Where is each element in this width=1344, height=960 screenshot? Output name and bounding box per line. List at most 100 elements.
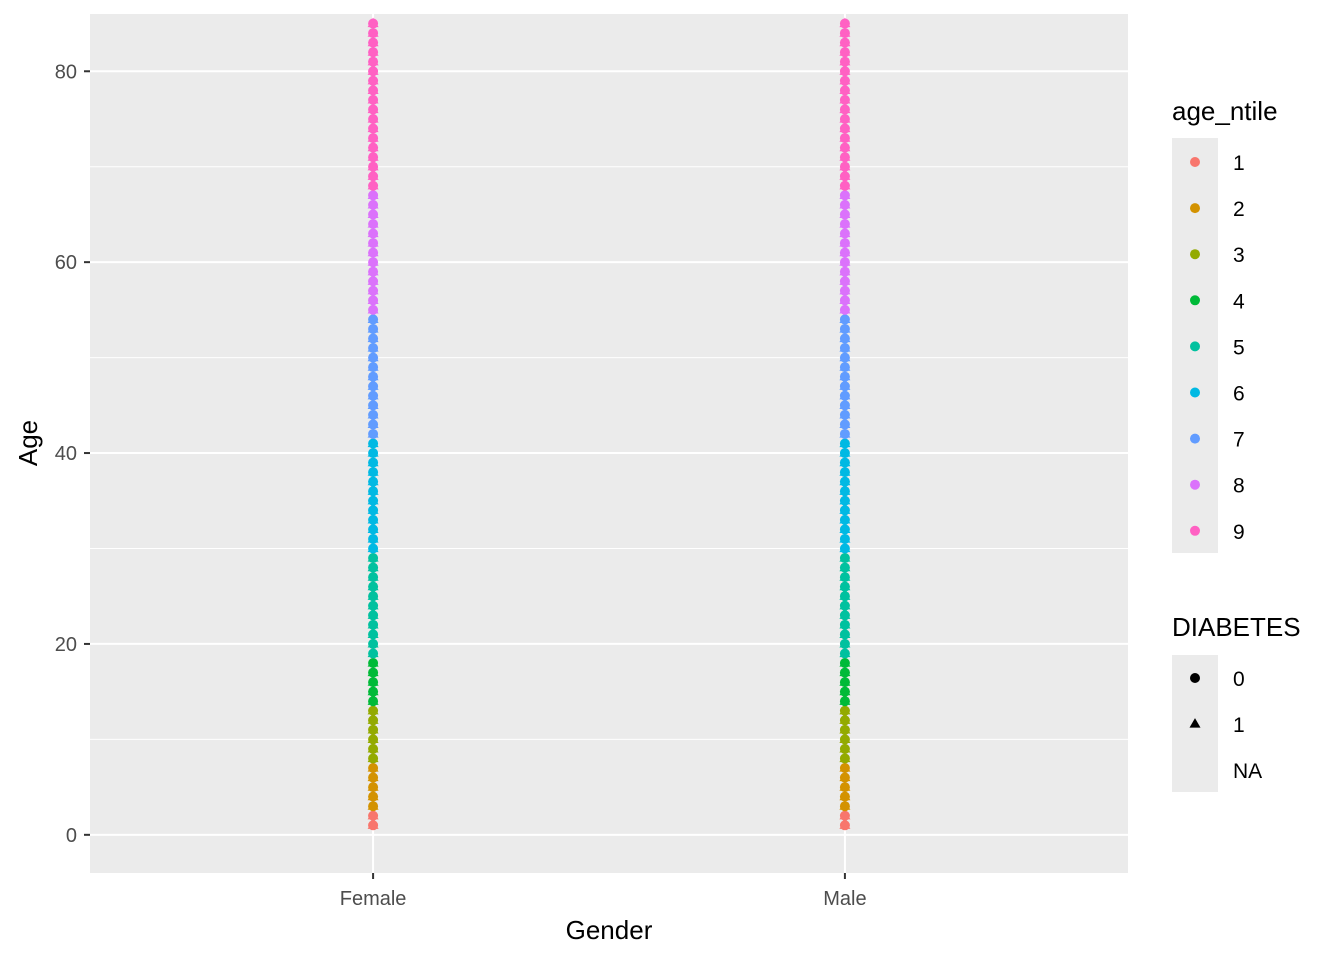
point-diabetes-1	[839, 55, 851, 66]
y-tick-label: 0	[66, 825, 77, 847]
point-diabetes-1	[367, 504, 379, 514]
point-diabetes-1	[839, 160, 851, 171]
point-diabetes-1	[839, 666, 851, 677]
y-tick-label: 20	[55, 634, 77, 656]
point-diabetes-1	[367, 599, 379, 610]
point-diabetes-1	[367, 647, 379, 658]
legend-key-color	[1190, 203, 1200, 214]
point-diabetes-1	[367, 714, 379, 724]
point-diabetes-1	[367, 55, 379, 66]
point-diabetes-1	[839, 781, 851, 791]
point-diabetes-1	[839, 571, 851, 581]
point-diabetes-1	[367, 695, 379, 705]
point-diabetes-1	[367, 198, 379, 209]
point-diabetes-1	[367, 389, 379, 400]
point-diabetes-1	[839, 428, 851, 438]
point-diabetes-1	[367, 819, 379, 829]
y-tick-label: 60	[55, 252, 77, 274]
point-diabetes-1	[839, 752, 851, 763]
point-diabetes-1	[839, 198, 851, 209]
point-diabetes-1	[367, 800, 379, 810]
legend-label: 5	[1233, 336, 1245, 359]
legend-label: NA	[1233, 760, 1262, 783]
point-diabetes-1	[367, 103, 379, 114]
point-diabetes-1	[367, 323, 379, 333]
point-diabetes-1	[839, 208, 851, 219]
point-diabetes-1	[839, 733, 851, 743]
point-diabetes-1	[839, 685, 851, 696]
point-diabetes-1	[367, 170, 379, 180]
point-diabetes-1	[367, 704, 379, 715]
point-diabetes-1	[839, 17, 851, 28]
y-tick-label: 80	[55, 61, 77, 83]
point-diabetes-1	[367, 790, 379, 801]
point-diabetes-1	[839, 303, 851, 314]
point-diabetes-1	[367, 523, 379, 534]
point-diabetes-1	[367, 437, 379, 448]
point-diabetes-1	[367, 237, 379, 247]
legend-label: 6	[1233, 383, 1245, 406]
point-diabetes-1	[367, 762, 379, 772]
point-diabetes-1	[367, 284, 379, 295]
point-diabetes-1	[839, 704, 851, 715]
legend-label: 1	[1233, 152, 1245, 175]
point-diabetes-1	[367, 723, 379, 734]
point-diabetes-1	[367, 303, 379, 314]
point-diabetes-1	[367, 561, 379, 572]
point-diabetes-1	[839, 723, 851, 734]
point-diabetes-1	[839, 113, 851, 123]
point-diabetes-1	[839, 65, 851, 75]
legend-key-color	[1190, 479, 1200, 490]
point-diabetes-1	[367, 456, 379, 467]
point-diabetes-1	[839, 494, 851, 505]
point-diabetes-1	[839, 714, 851, 724]
point-diabetes-1	[839, 609, 851, 619]
point-diabetes-1	[839, 189, 851, 199]
point-diabetes-1	[367, 141, 379, 152]
point-diabetes-1	[839, 265, 851, 276]
point-diabetes-1	[367, 428, 379, 438]
point-diabetes-1	[367, 657, 379, 667]
point-diabetes-1	[839, 246, 851, 257]
legend-key-color	[1190, 341, 1200, 352]
point-diabetes-1	[839, 618, 851, 629]
point-diabetes-1	[367, 533, 379, 543]
point-diabetes-1	[367, 609, 379, 619]
point-diabetes-1	[367, 65, 379, 75]
point-diabetes-1	[839, 237, 851, 247]
point-diabetes-1	[839, 275, 851, 285]
point-diabetes-1	[839, 342, 851, 352]
point-diabetes-1	[367, 370, 379, 381]
point-diabetes-1	[367, 676, 379, 686]
point-diabetes-1	[839, 46, 851, 56]
point-diabetes-1	[367, 189, 379, 199]
legend-key-shape	[1189, 718, 1201, 728]
point-diabetes-1	[367, 666, 379, 677]
point-diabetes-1	[839, 475, 851, 486]
point-diabetes-1	[839, 561, 851, 572]
legend: age_ntile 1 2 3 4 5 6 7 8 9 DIABETES 0 1 NA	[1172, 96, 1301, 792]
point-diabetes-1	[839, 590, 851, 600]
point-diabetes-1	[367, 36, 379, 47]
x-tick-label: Male	[823, 888, 866, 910]
legend-label: 7	[1233, 429, 1245, 452]
point-diabetes-1	[839, 819, 851, 829]
point-diabetes-1	[367, 380, 379, 390]
point-diabetes-1	[839, 294, 851, 304]
point-diabetes-1	[839, 122, 851, 133]
point-diabetes-1	[367, 332, 379, 343]
plot-panel	[90, 14, 1128, 873]
point-diabetes-1	[839, 647, 851, 658]
point-diabetes-1	[367, 275, 379, 285]
point-diabetes-1	[367, 342, 379, 352]
point-diabetes-1	[367, 46, 379, 56]
legend-label: 0	[1233, 668, 1245, 691]
point-diabetes-1	[367, 179, 379, 190]
point-diabetes-1	[367, 542, 379, 553]
legend-key-color	[1190, 525, 1200, 536]
point-diabetes-1	[839, 695, 851, 705]
point-diabetes-1	[839, 552, 851, 562]
point-diabetes-1	[367, 208, 379, 219]
point-diabetes-1	[367, 552, 379, 562]
